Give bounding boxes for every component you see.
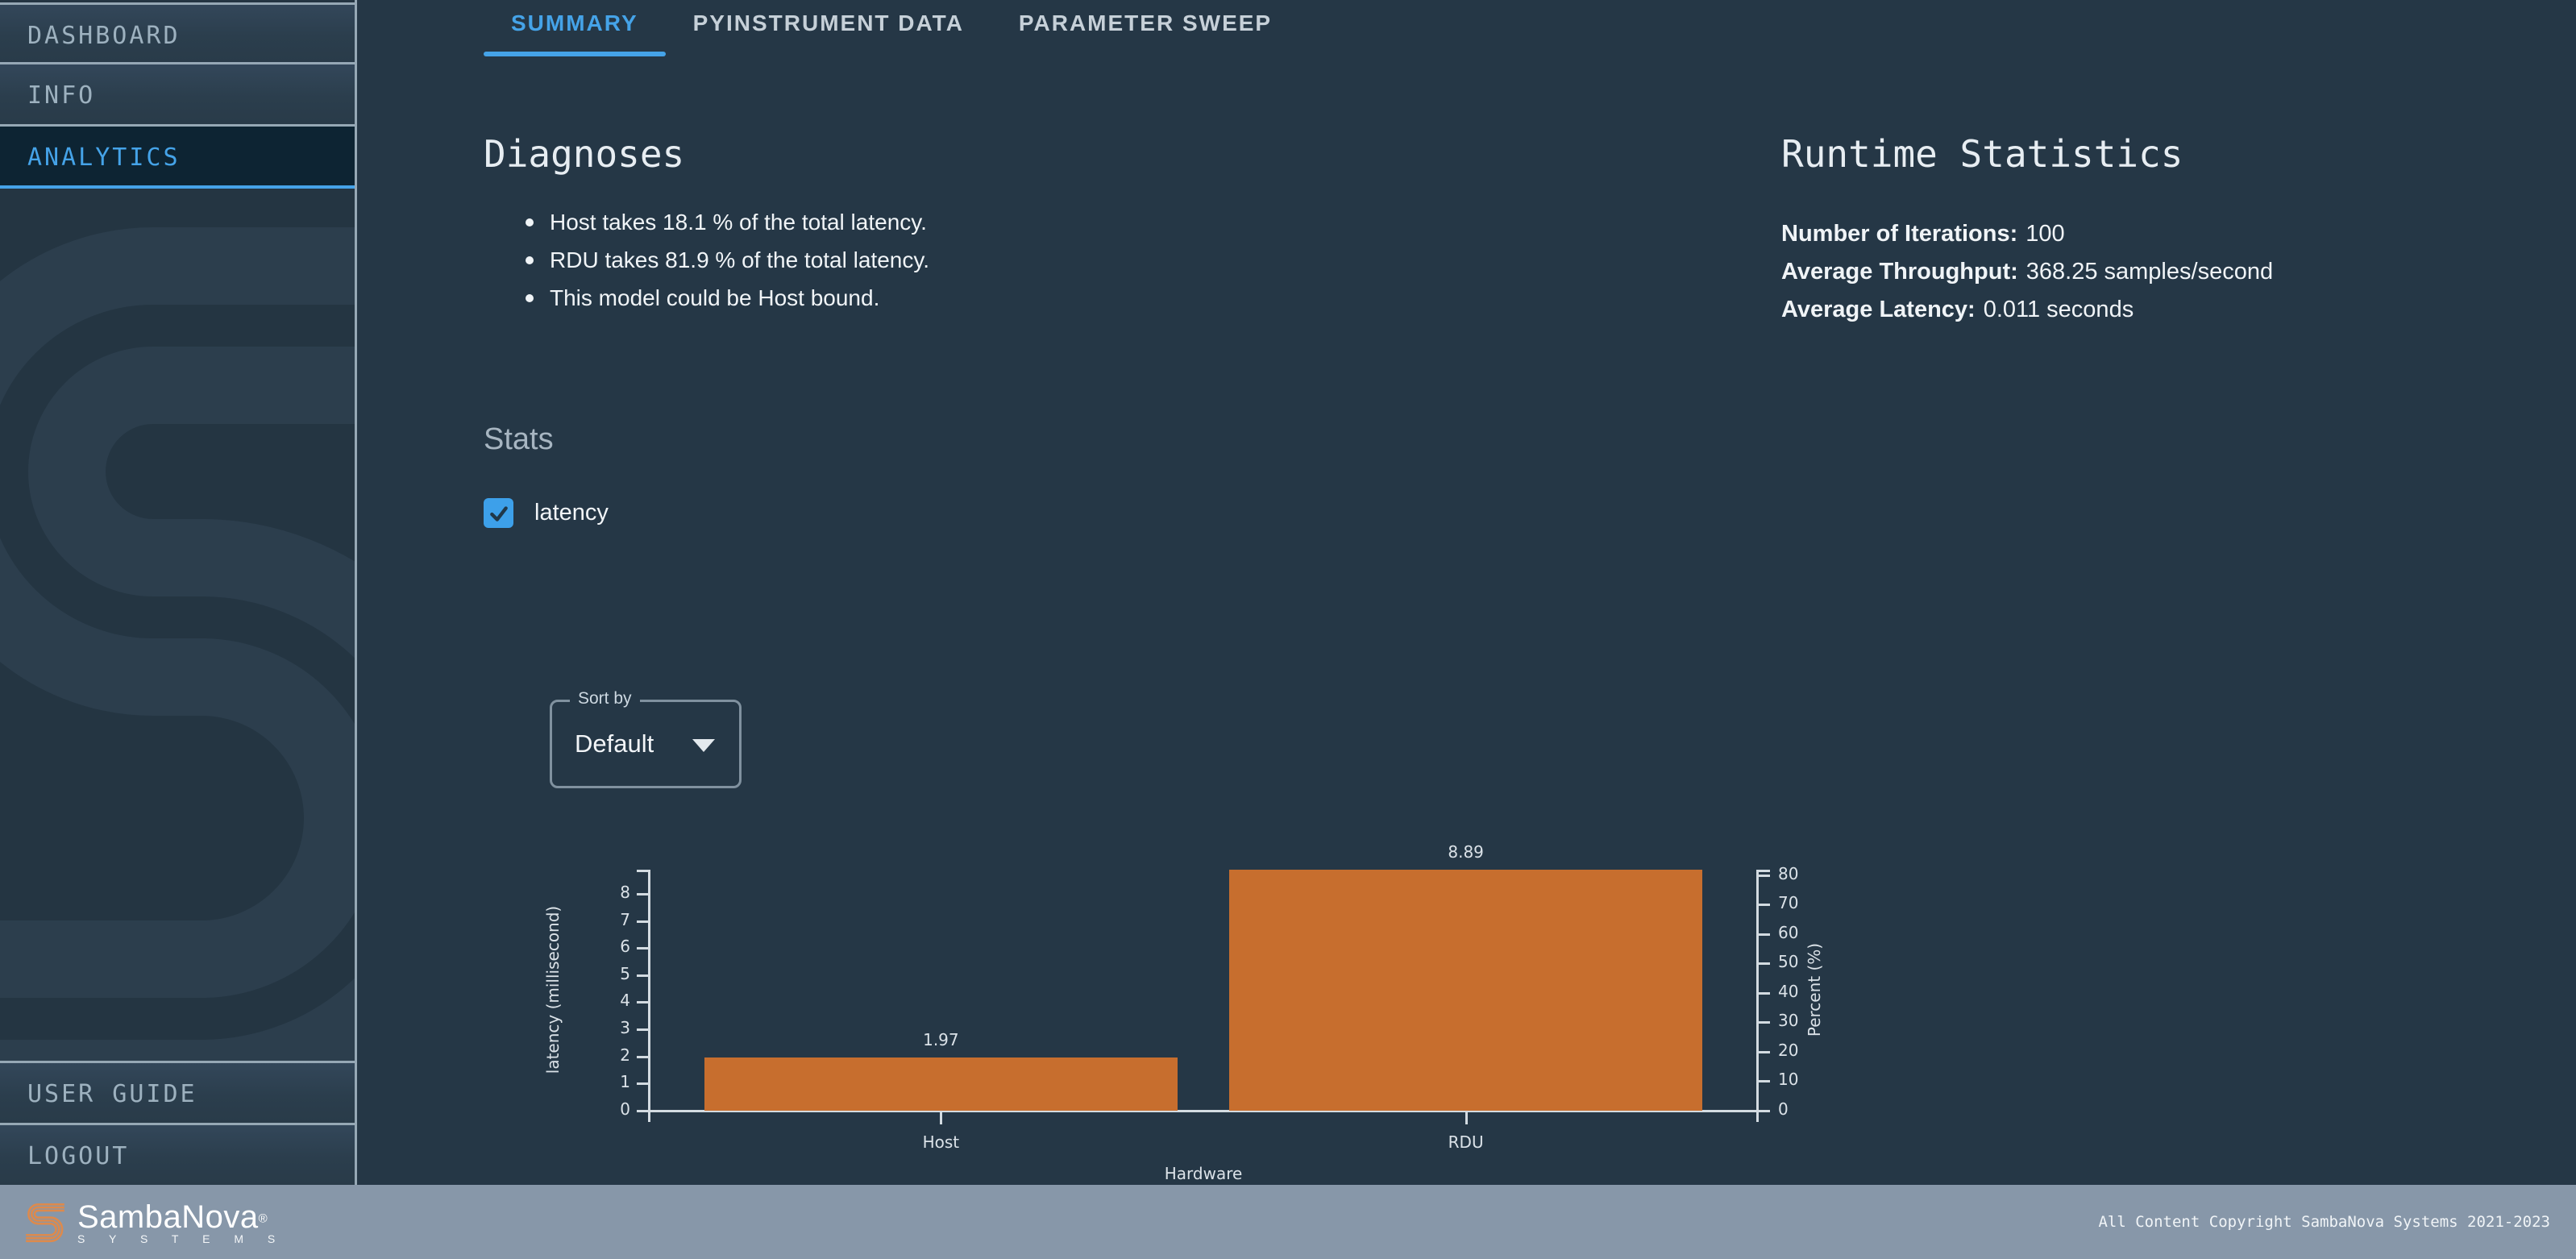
- left-axis-line: [648, 870, 650, 1122]
- x-axis-title: Hardware: [1164, 1164, 1243, 1183]
- sidebar-item-logout[interactable]: LOGOUT: [0, 1123, 355, 1185]
- x-axis-line: [642, 1110, 1767, 1112]
- tab-parameter-sweep[interactable]: PARAMETER SWEEP: [1018, 10, 1273, 35]
- right-axis-tick: [1759, 904, 1770, 907]
- stat-label: Average Latency:: [1781, 297, 1976, 322]
- stat-label: Average Throughput:: [1781, 259, 2018, 285]
- brand-subtitle: S Y S T E M S: [77, 1232, 286, 1245]
- right-axis-tick-label: 60: [1778, 922, 1799, 942]
- tab-bar: SUMMARY PYINSTRUMENT DATA PARAMETER SWEE…: [484, 0, 1299, 56]
- left-axis-tick: [637, 1028, 648, 1032]
- right-axis-tick: [1759, 991, 1770, 995]
- left-axis-tick-label: 4: [620, 991, 630, 1011]
- x-axis-tick-label: RDU: [1448, 1132, 1484, 1152]
- stat-row: Number of Iterations: 100: [1781, 215, 2273, 253]
- right-axis-tick: [1759, 874, 1770, 877]
- right-axis-end-cap: [1759, 870, 1770, 872]
- right-axis-tick: [1759, 933, 1770, 936]
- right-axis-tick-label: 70: [1778, 893, 1799, 913]
- x-axis-tick: [1465, 1112, 1468, 1124]
- sidebar-item-info[interactable]: INFO: [0, 64, 355, 127]
- diagnoses-list: Host takes 18.1 % of the total latency. …: [522, 211, 929, 325]
- right-axis-tick: [1759, 1080, 1770, 1083]
- sidebar-nav-bottom: USER GUIDE LOGOUT: [0, 1061, 355, 1185]
- bar-value-label: 8.89: [1448, 842, 1484, 862]
- footer: SambaNova® S Y S T E M S All Content Cop…: [0, 1185, 2576, 1259]
- left-axis-tick-label: 0: [620, 1099, 630, 1119]
- left-axis-tick: [637, 974, 648, 977]
- sidebar-nav-top: DASHBOARD INFO ANALYTICS: [0, 2, 355, 189]
- stat-row: Average Latency: 0.011 seconds: [1781, 291, 2273, 329]
- left-axis-tick-label: 6: [620, 937, 630, 957]
- sidebar-item-dashboard[interactable]: DASHBOARD: [0, 2, 355, 64]
- brand-name: SambaNova: [77, 1199, 259, 1235]
- right-axis-tick: [1759, 1050, 1770, 1053]
- left-axis-tick: [637, 947, 648, 950]
- sambanova-logo-icon: [26, 1203, 64, 1243]
- right-axis-tick-label: 20: [1778, 1040, 1799, 1060]
- left-axis-tick: [637, 1082, 648, 1086]
- chevron-down-icon: [692, 739, 715, 752]
- x-axis-tick: [940, 1112, 943, 1124]
- runtime-statistics-title: Runtime Statistics: [1781, 132, 2183, 176]
- checkmark-icon: [489, 505, 508, 521]
- left-axis-tick-label: 1: [620, 1072, 630, 1092]
- right-axis-line: [1756, 870, 1759, 1122]
- right-axis-tick-label: 0: [1778, 1099, 1789, 1119]
- sort-by-select[interactable]: Sort by Default: [550, 689, 742, 788]
- latency-checkbox-row[interactable]: latency: [484, 498, 609, 528]
- latency-checkbox-label: latency: [534, 500, 609, 526]
- bar-host: [704, 1057, 1178, 1111]
- diagnosis-item: This model could be Host bound.: [522, 287, 929, 310]
- stat-value: 100: [2025, 221, 2065, 247]
- runtime-statistics-list: Number of Iterations: 100 Average Through…: [1781, 215, 2273, 329]
- tab-pyinstrument-data[interactable]: PYINSTRUMENT DATA: [692, 10, 964, 35]
- right-axis-tick-label: 80: [1778, 863, 1799, 883]
- left-axis-tick-label: 2: [620, 1045, 630, 1065]
- stat-value: 0.011 seconds: [1983, 297, 2134, 322]
- stat-value: 368.25 samples/second: [2025, 259, 2274, 285]
- right-axis-tick: [1759, 1021, 1770, 1024]
- right-axis-tick: [1759, 962, 1770, 966]
- diagnosis-item: Host takes 18.1 % of the total latency.: [522, 211, 929, 234]
- right-axis-tick-label: 40: [1778, 981, 1799, 1001]
- sidebar-item-analytics[interactable]: ANALYTICS: [0, 127, 355, 189]
- brand-wordmark: SambaNova® S Y S T E M S: [77, 1199, 285, 1245]
- right-axis-tick-label: 50: [1778, 952, 1799, 972]
- left-axis-tick-label: 5: [620, 963, 630, 983]
- left-axis-end-cap: [637, 870, 648, 872]
- latency-checkbox[interactable]: [484, 498, 513, 528]
- right-axis-tick-label: 30: [1778, 1011, 1799, 1031]
- right-axis-title: Percent (%): [1805, 942, 1824, 1037]
- left-axis-tick: [637, 892, 648, 895]
- right-axis-tick: [1759, 1110, 1770, 1112]
- x-axis-tick-label: Host: [922, 1132, 960, 1152]
- diagnoses-title: Diagnoses: [484, 132, 685, 176]
- stat-label: Number of Iterations:: [1781, 221, 2018, 247]
- sort-by-label: Sort by: [570, 689, 640, 708]
- diagnosis-item: RDU takes 81.9 % of the total latency.: [522, 249, 929, 272]
- footer-copyright: All Content Copyright SambaNova Systems …: [2098, 1213, 2550, 1231]
- stat-row: Average Throughput: 368.25 samples/second: [1781, 253, 2273, 291]
- sidebar: DASHBOARD INFO ANALYTICS USER GUIDE LOGO…: [0, 0, 357, 1185]
- tab-summary[interactable]: SUMMARY: [484, 0, 666, 56]
- left-axis-tick-label: 3: [620, 1018, 630, 1038]
- left-axis-tick: [637, 1055, 648, 1058]
- left-axis-tick: [637, 920, 648, 923]
- left-axis-tick: [637, 1001, 648, 1004]
- right-axis-tick-label: 10: [1778, 1070, 1799, 1090]
- sidebar-item-user-guide[interactable]: USER GUIDE: [0, 1061, 355, 1123]
- bar-rdu: [1229, 870, 1703, 1111]
- left-axis-title: latency (millisecond): [543, 905, 563, 1074]
- left-axis-tick: [637, 1110, 648, 1112]
- sort-by-value: Default: [575, 729, 654, 758]
- bar-value-label: 1.97: [923, 1029, 959, 1049]
- sambanova-brand: SambaNova® S Y S T E M S: [24, 1199, 285, 1245]
- registered-mark: ®: [258, 1211, 268, 1226]
- left-axis-tick-label: 7: [620, 909, 630, 929]
- stats-section-title: Stats: [484, 422, 554, 456]
- left-axis-tick-label: 8: [620, 882, 630, 902]
